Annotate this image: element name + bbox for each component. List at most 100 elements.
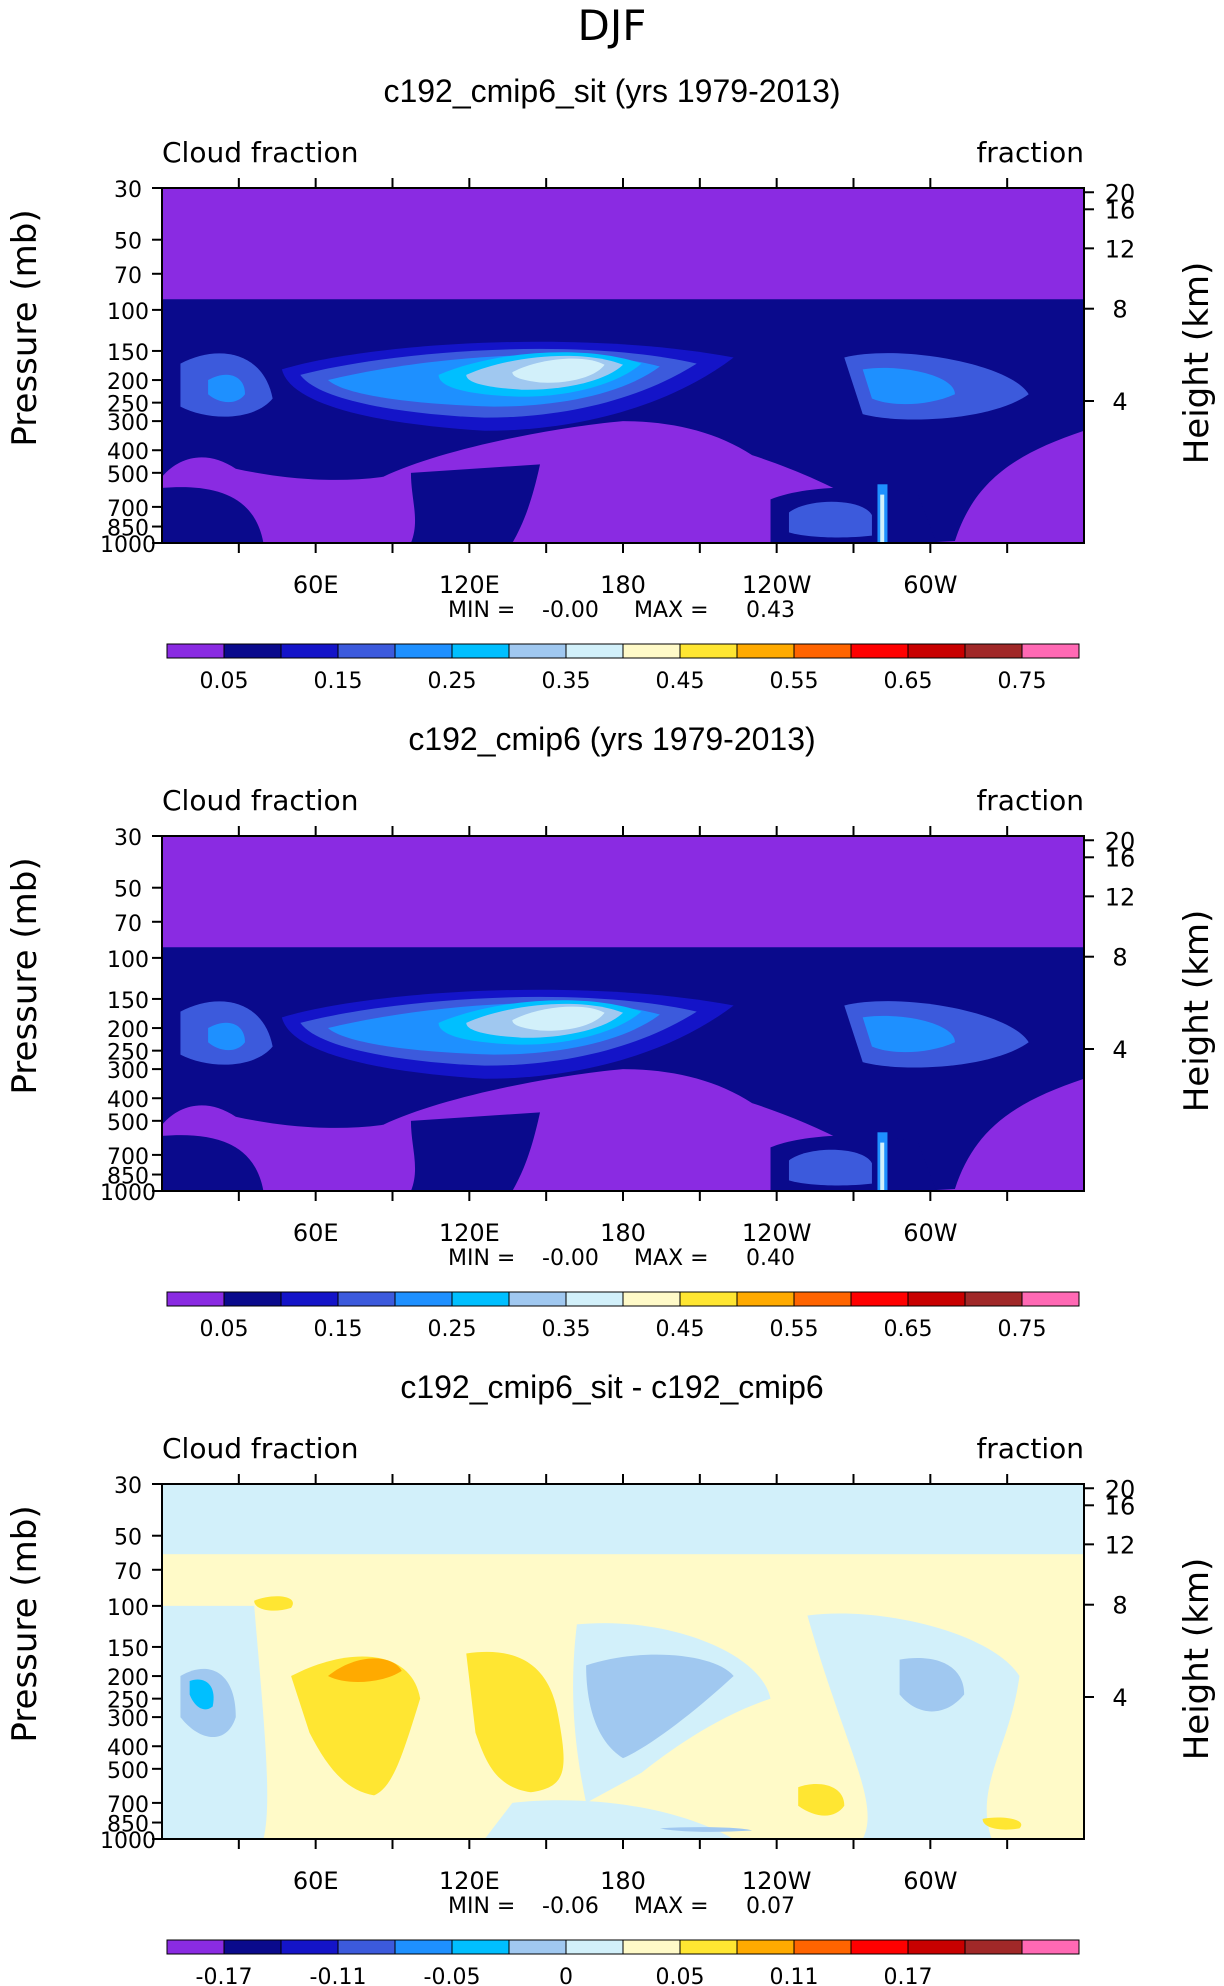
colorbar-swatch — [565, 1291, 624, 1307]
y-axis-label-right: Height (km) — [1177, 262, 1217, 465]
x-tick-label: 120W — [742, 1219, 812, 1247]
negative-region-3 — [807, 1613, 1020, 1839]
colorbar-swatch — [508, 1291, 567, 1307]
height-tick-label: 16 — [1105, 196, 1136, 224]
colorbar-label: 0.25 — [428, 669, 477, 694]
colorbar-label: 0 — [559, 1965, 573, 1986]
plot-area — [162, 1484, 1084, 1839]
height-tick-label: 20 — [1105, 1475, 1136, 1503]
x-tick-label: 60E — [293, 1867, 339, 1895]
colorbar-swatch — [223, 643, 282, 659]
low-cloud-maritime — [410, 1112, 541, 1191]
x-tick-label: 120E — [439, 1219, 500, 1247]
colorbar-label: 0.05 — [200, 1317, 249, 1342]
colorbar-swatch — [622, 1939, 681, 1955]
pressure-tick-label: 400 — [107, 440, 149, 465]
colorbar-label: 0.15 — [314, 669, 363, 694]
colorbar-swatch — [166, 1939, 225, 1955]
pressure-tick-label: 100 — [107, 300, 149, 325]
x-tick-label: 120E — [439, 571, 500, 599]
height-tick-label: 4 — [1112, 1684, 1127, 1712]
y-axis-label-left: Pressure (mb) — [5, 1505, 45, 1742]
colorbar-label: 0.11 — [770, 1965, 819, 1986]
colorbar-label: 0.75 — [998, 1317, 1047, 1342]
colorbar-swatch — [223, 1939, 282, 1955]
colorbar-label: 0.75 — [998, 669, 1047, 694]
x-tick-label: 60W — [903, 571, 957, 599]
pressure-tick-label: 250 — [107, 1689, 149, 1714]
x-tick-label: 60E — [293, 571, 339, 599]
pressure-tick-label: 500 — [107, 463, 149, 488]
colorbar-swatch — [337, 1291, 396, 1307]
pressure-tick-label: 1000 — [100, 1181, 156, 1206]
min-value: -0.00 — [542, 598, 599, 623]
positive-region-5 — [254, 1596, 293, 1611]
pressure-tick-label: 700 — [107, 1793, 149, 1818]
max-label: MAX = — [634, 598, 709, 623]
colorbar-label: 0.45 — [656, 669, 705, 694]
negative-patch-2 — [586, 1654, 734, 1759]
convective-core — [880, 494, 885, 543]
x-tick-label: 60W — [903, 1867, 957, 1895]
colorbar-swatch — [223, 1291, 282, 1307]
colorbar-swatch — [793, 643, 852, 659]
colorbar-label: -0.05 — [424, 1965, 481, 1986]
colorbar-label: -0.17 — [196, 1965, 253, 1986]
x-tick-label: 120W — [742, 571, 812, 599]
negative-core — [189, 1679, 214, 1710]
colorbar-swatch — [679, 1939, 738, 1955]
pressure-tick-label: 50 — [114, 1526, 142, 1551]
pressure-tick-label: 50 — [114, 230, 142, 255]
colorbar-swatch — [451, 1939, 510, 1955]
pressure-tick-label: 250 — [107, 393, 149, 418]
colorbar-swatch — [679, 1291, 738, 1307]
colorbar-label: 0.05 — [656, 1965, 705, 1986]
colorbar-label: 0.17 — [884, 1965, 933, 1986]
tropical-deck-tier-6 — [512, 358, 605, 383]
west-column-core — [208, 1022, 245, 1051]
colorbar-swatch — [394, 1291, 453, 1307]
pressure-tick-label: 70 — [114, 1560, 142, 1585]
low-cloud-west — [162, 487, 264, 543]
height-tick-label: 4 — [1112, 388, 1127, 416]
pressure-tick-label: 30 — [114, 826, 142, 851]
colorbar-swatch — [736, 1291, 795, 1307]
positive-region-3 — [798, 1784, 845, 1816]
colorbar-swatch — [907, 643, 966, 659]
positive-core — [327, 1658, 402, 1683]
colorbar-swatch — [850, 643, 909, 659]
colorbar-swatch — [1021, 1291, 1080, 1307]
colorbar-label: -0.11 — [310, 1965, 367, 1986]
pressure-tick-label: 300 — [107, 1707, 149, 1732]
colorbar-swatch — [394, 1939, 453, 1955]
colorbar-label: 0.65 — [884, 669, 933, 694]
colorbar-swatch — [451, 643, 510, 659]
plot-area — [162, 836, 1084, 1191]
colorbar-swatch — [622, 1291, 681, 1307]
upper-band — [162, 1484, 1084, 1555]
colorbar-label: 0.35 — [542, 669, 591, 694]
height-tick-label: 16 — [1105, 844, 1136, 872]
x-tick-label: 60W — [903, 1219, 957, 1247]
pressure-tick-label: 50 — [114, 878, 142, 903]
panel-title: c192_cmip6 (yrs 1979-2013) — [408, 721, 815, 757]
positive-region-2 — [466, 1651, 564, 1793]
pressure-tick-label: 850 — [107, 1165, 149, 1190]
positive-region-1 — [291, 1656, 421, 1796]
max-label: MAX = — [634, 1246, 709, 1271]
west-column-core — [208, 374, 245, 403]
x-tick-label: 120E — [439, 1867, 500, 1895]
colorbar-swatch — [736, 1939, 795, 1955]
low-cloud-maritime — [410, 464, 541, 543]
height-tick-label: 4 — [1112, 1036, 1127, 1064]
figure-title: DJF — [578, 1, 647, 50]
colorbar-swatch — [508, 643, 567, 659]
pressure-tick-label: 30 — [114, 178, 142, 203]
pressure-tick-label: 70 — [114, 912, 142, 937]
pressure-tick-label: 850 — [107, 517, 149, 542]
height-tick-label: 8 — [1112, 944, 1127, 972]
height-tick-label: 8 — [1112, 1592, 1127, 1620]
colorbar-swatch — [280, 643, 339, 659]
colorbar-label: 0.15 — [314, 1317, 363, 1342]
y-axis-label-left: Pressure (mb) — [5, 209, 45, 446]
